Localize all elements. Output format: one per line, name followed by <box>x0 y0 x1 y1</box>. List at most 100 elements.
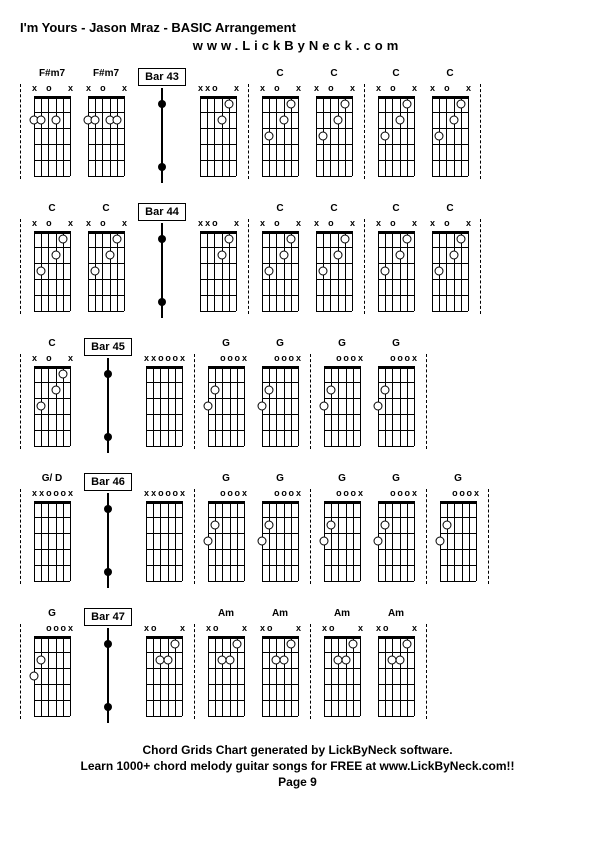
site-url: www.LickByNeck.com <box>20 38 575 53</box>
chord-diagram: Amxox <box>202 608 250 719</box>
beat-separator <box>364 219 366 314</box>
chord-diagram: Cxox <box>372 68 420 179</box>
bar-separator: Bar 45 <box>82 338 134 453</box>
chord-diagram: F#m7xox <box>28 68 76 179</box>
chord-diagram: Gooox <box>202 338 250 449</box>
beat-separator <box>426 624 428 719</box>
chord-diagram: Cxox <box>310 203 358 314</box>
chord-diagram: Gooox <box>256 473 304 584</box>
chord-diagram: Cxox <box>426 203 474 314</box>
chord-name: C <box>446 203 453 217</box>
chord-name: C <box>102 203 109 217</box>
chord-name: G <box>48 608 56 622</box>
chord-name: G <box>276 338 284 352</box>
chord-name: Am <box>218 608 234 622</box>
chord-row: G/ DxxoooxBar 46xxoooxGoooxGoooxGoooxGoo… <box>20 473 575 588</box>
bar-separator: Bar 43 <box>136 68 188 183</box>
chord-diagram: Cxox <box>82 203 130 314</box>
beat-separator <box>248 84 250 179</box>
chord-diagram: Amxox <box>256 608 304 719</box>
chord-name: C <box>446 68 453 82</box>
chord-diagram: Gooox <box>434 473 482 584</box>
chord-diagram: Cxox <box>426 68 474 179</box>
chord-name: C <box>276 203 283 217</box>
footer-line1: Chord Grids Chart generated by LickByNec… <box>20 743 575 757</box>
beat-separator <box>480 84 482 179</box>
header: I'm Yours - Jason Mraz - BASIC Arrangeme… <box>20 20 575 53</box>
chord-diagram: xxooox <box>140 473 188 584</box>
footer: Chord Grids Chart generated by LickByNec… <box>20 743 575 789</box>
beat-separator <box>364 84 366 179</box>
chord-diagram: xox <box>140 608 188 719</box>
beat-separator <box>480 219 482 314</box>
chord-name: C <box>392 203 399 217</box>
chord-name: C <box>330 68 337 82</box>
chord-diagram: Gooox <box>28 608 76 719</box>
chord-name: G <box>222 338 230 352</box>
chord-diagram: Cxox <box>256 203 304 314</box>
beat-separator <box>20 354 22 449</box>
chord-diagram: F#m7xox <box>82 68 130 179</box>
bar-number: Bar 44 <box>138 203 186 221</box>
chord-name: G <box>276 473 284 487</box>
chord-diagram: xxooox <box>140 338 188 449</box>
bar-separator: Bar 47 <box>82 608 134 723</box>
bar-number: Bar 46 <box>84 473 132 491</box>
chord-diagram: Amxox <box>372 608 420 719</box>
chord-diagram: xxox <box>194 203 242 314</box>
chord-name: G <box>392 473 400 487</box>
chord-name: G <box>338 338 346 352</box>
chord-name: Am <box>272 608 288 622</box>
chord-name: G <box>222 473 230 487</box>
chord-row: CxoxCxoxBar 44xxoxCxoxCxoxCxoxCxox <box>20 203 575 318</box>
beat-separator <box>426 489 428 584</box>
song-title: I'm Yours - Jason Mraz - BASIC Arrangeme… <box>20 20 575 35</box>
beat-separator <box>488 489 490 584</box>
chord-diagram: Gooox <box>372 473 420 584</box>
beat-separator <box>20 219 22 314</box>
chord-diagram: Cxox <box>256 68 304 179</box>
chord-name: G/ D <box>42 473 63 487</box>
beat-separator <box>310 354 312 449</box>
beat-separator <box>20 624 22 719</box>
beat-separator <box>426 354 428 449</box>
chord-name: F#m7 <box>93 68 119 82</box>
chord-diagram: Amxox <box>318 608 366 719</box>
beat-separator <box>20 489 22 584</box>
chord-diagram: Gooox <box>318 338 366 449</box>
beat-separator <box>194 624 196 719</box>
chord-chart: F#m7xoxF#m7xoxBar 43xxoxCxoxCxoxCxoxCxox… <box>20 68 575 723</box>
chord-name: Am <box>334 608 350 622</box>
chord-row: GoooxBar 47xoxAmxoxAmxoxAmxoxAmxox <box>20 608 575 723</box>
bar-number: Bar 45 <box>84 338 132 356</box>
chord-diagram: Gooox <box>256 338 304 449</box>
chord-name: C <box>276 68 283 82</box>
chord-name: C <box>48 338 55 352</box>
chord-name: C <box>330 203 337 217</box>
bar-separator: Bar 44 <box>136 203 188 318</box>
chord-diagram: Cxox <box>310 68 358 179</box>
beat-separator <box>248 219 250 314</box>
chord-diagram: G/ Dxxooox <box>28 473 76 584</box>
beat-separator <box>194 489 196 584</box>
bar-separator: Bar 46 <box>82 473 134 588</box>
beat-separator <box>194 354 196 449</box>
chord-name: C <box>48 203 55 217</box>
bar-number: Bar 43 <box>138 68 186 86</box>
chord-name: G <box>338 473 346 487</box>
chord-diagram: Cxox <box>28 338 76 449</box>
beat-separator <box>20 84 22 179</box>
chord-diagram: Cxox <box>372 203 420 314</box>
chord-diagram: Gooox <box>318 473 366 584</box>
chord-name: G <box>392 338 400 352</box>
beat-separator <box>310 489 312 584</box>
chord-diagram: Cxox <box>28 203 76 314</box>
footer-line2: Learn 1000+ chord melody guitar songs fo… <box>20 759 575 773</box>
chord-name: G <box>454 473 462 487</box>
page-number: Page 9 <box>20 775 575 789</box>
chord-name: Am <box>388 608 404 622</box>
bar-number: Bar 47 <box>84 608 132 626</box>
beat-separator <box>310 624 312 719</box>
chord-name: C <box>392 68 399 82</box>
chord-row: F#m7xoxF#m7xoxBar 43xxoxCxoxCxoxCxoxCxox <box>20 68 575 183</box>
